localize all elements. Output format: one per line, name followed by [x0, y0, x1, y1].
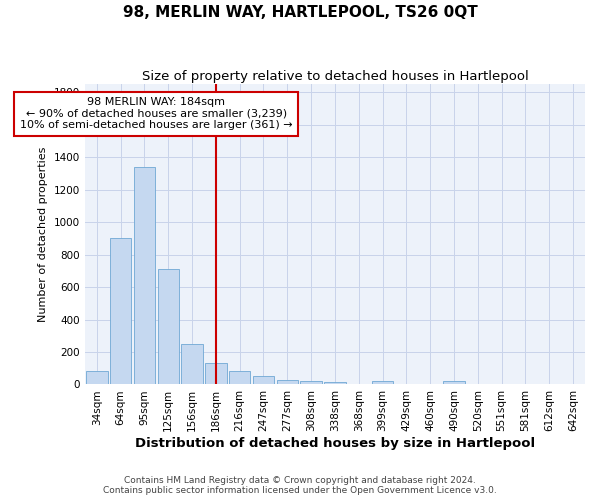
Bar: [134, 167, 155, 384]
X-axis label: Distribution of detached houses by size in Hartlepool: Distribution of detached houses by size …: [135, 437, 535, 450]
Bar: [110, 238, 131, 384]
Text: 98 MERLIN WAY: 184sqm
← 90% of detached houses are smaller (3,239)
10% of semi-d: 98 MERLIN WAY: 184sqm ← 90% of detached …: [20, 97, 293, 130]
Text: 98, MERLIN WAY, HARTLEPOOL, TS26 0QT: 98, MERLIN WAY, HARTLEPOOL, TS26 0QT: [122, 5, 478, 20]
Bar: [301, 381, 322, 384]
Text: Contains HM Land Registry data © Crown copyright and database right 2024.
Contai: Contains HM Land Registry data © Crown c…: [103, 476, 497, 495]
Bar: [324, 382, 346, 384]
Bar: [86, 372, 107, 384]
Bar: [277, 380, 298, 384]
Title: Size of property relative to detached houses in Hartlepool: Size of property relative to detached ho…: [142, 70, 529, 83]
Bar: [372, 381, 393, 384]
Bar: [158, 269, 179, 384]
Y-axis label: Number of detached properties: Number of detached properties: [38, 146, 48, 322]
Bar: [181, 344, 203, 385]
Bar: [205, 363, 227, 384]
Bar: [443, 381, 465, 384]
Bar: [253, 376, 274, 384]
Bar: [229, 372, 250, 384]
